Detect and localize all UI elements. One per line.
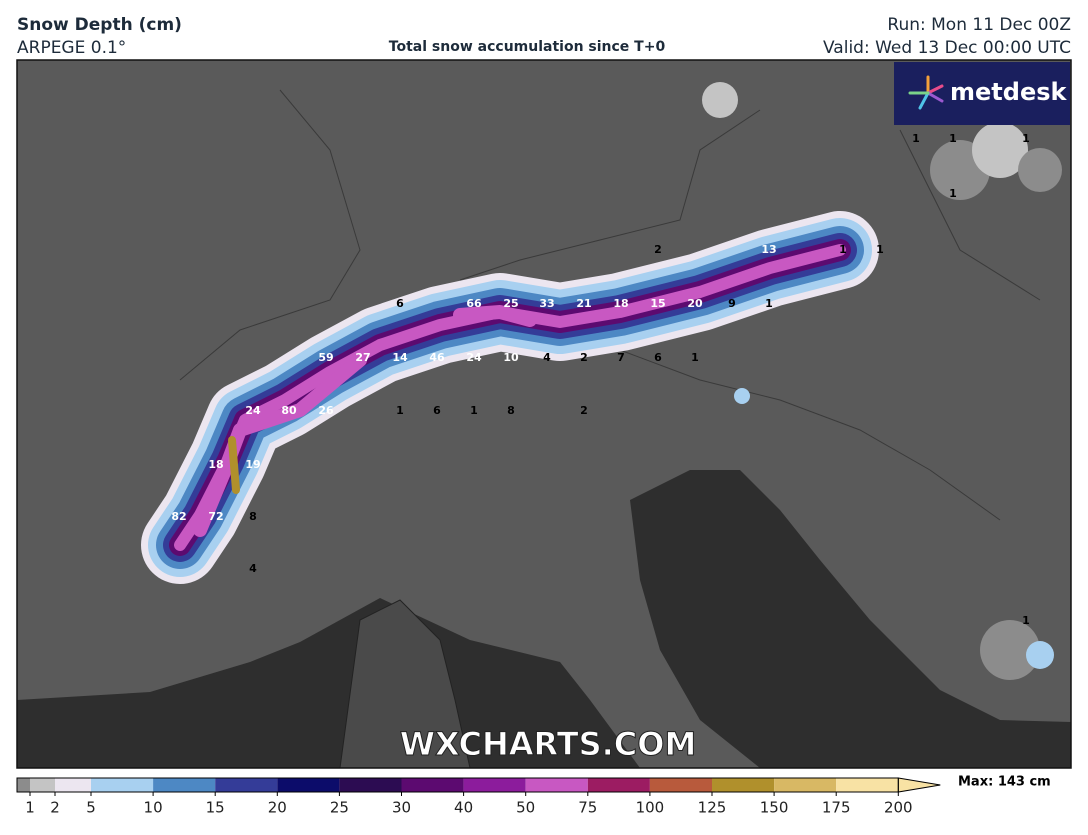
colorbar-under xyxy=(17,778,30,792)
snow-depth-label: 1 xyxy=(470,404,478,417)
model: ARPEGE 0.1° xyxy=(17,38,126,58)
snow-depth-label: 14 xyxy=(392,351,408,364)
snow-depth-label: 1 xyxy=(949,132,957,145)
watermark: WXCHARTS.COM xyxy=(400,725,697,763)
snow-depth-label: 1 xyxy=(839,243,847,256)
snow-depth-label: 18 xyxy=(613,297,628,310)
colorbar-tick-label: 1 xyxy=(25,799,35,817)
colorbar-tick-label: 10 xyxy=(144,799,163,817)
snow-depth-label: 46 xyxy=(429,351,445,364)
snow-depth-label: 8 xyxy=(507,404,515,417)
snow-depth-label: 6 xyxy=(396,297,404,310)
colorbar-segment xyxy=(463,778,526,792)
snow-depth-label: 18 xyxy=(208,458,223,471)
map-frame xyxy=(16,59,1072,769)
snow-depth-label: 66 xyxy=(466,297,482,310)
colorbar-tick-label: 200 xyxy=(884,799,913,817)
colorbar-tick-label: 5 xyxy=(86,799,96,817)
snow-depth-label: 1 xyxy=(1022,132,1030,145)
snow-depth-label: 26 xyxy=(318,404,334,417)
snow-depth-label: 10 xyxy=(503,351,519,364)
colorbar-tick-label: 175 xyxy=(822,799,851,817)
colorbar-arrow xyxy=(897,777,941,793)
max-label: Max: 143 cm xyxy=(958,775,1051,790)
colorbar-segment xyxy=(649,778,712,792)
colorbar-tick-label: 2 xyxy=(50,799,60,817)
snow-depth-label: 1 xyxy=(765,297,773,310)
snow-depth-label: 1 xyxy=(1022,614,1030,627)
snow-depth-label: 25 xyxy=(503,297,518,310)
colorbar-tick-label: 25 xyxy=(330,799,349,817)
snow-depth-label: 4 xyxy=(249,562,257,575)
colorbar-tick-label: 50 xyxy=(516,799,535,817)
snow-depth-label: 8 xyxy=(249,510,257,523)
colorbar-segment xyxy=(836,778,899,792)
colorbar-segment xyxy=(525,778,588,792)
snow-depth-label: 80 xyxy=(281,404,297,417)
colorbar-segment xyxy=(401,778,464,792)
logo-icon xyxy=(908,75,944,110)
colorbar-segment xyxy=(153,778,216,792)
run: Run: Mon 11 Dec 00Z xyxy=(887,15,1071,35)
snow-depth-label: 9 xyxy=(728,297,736,310)
snow-depth-label: 24 xyxy=(466,351,482,364)
snow-depth-label: 6 xyxy=(433,404,441,417)
colorbar-tick-label: 15 xyxy=(206,799,225,817)
snow-depth-label: 27 xyxy=(355,351,370,364)
snow-depth-label: 1 xyxy=(912,132,920,145)
snow-depth-label: 13 xyxy=(761,243,776,256)
snow-depth-label: 2 xyxy=(580,351,588,364)
colorbar-frame xyxy=(16,777,899,793)
snow-depth-label: 20 xyxy=(687,297,703,310)
colorbar-tick-label: 20 xyxy=(268,799,287,817)
colorbar-segment xyxy=(587,778,650,792)
snow-depth-label: 59 xyxy=(318,351,333,364)
sea xyxy=(17,598,640,768)
snow-depth-label: 2 xyxy=(580,404,588,417)
title: Snow Depth (cm) xyxy=(17,15,182,35)
logo: metdesk xyxy=(950,78,1068,106)
colorbar: 1 2 5 10 15 20 25 30 40 50 75 100 125 150 175 200 xyxy=(16,777,941,817)
colorbar-tick-label: 100 xyxy=(636,799,665,817)
colorbar-segment xyxy=(277,778,340,792)
snow-depth-label: 1 xyxy=(949,187,957,200)
colorbar-segment xyxy=(339,778,402,792)
colorbar-segment xyxy=(712,778,775,792)
snow-depth-label: 24 xyxy=(245,404,261,417)
colorbar-segment xyxy=(215,778,278,792)
snow-depth-label: 1 xyxy=(876,243,884,256)
colorbar-segment xyxy=(55,778,91,792)
colorbar-tick-label: 30 xyxy=(392,799,411,817)
snow-depth-label: 6 xyxy=(654,351,662,364)
valid: Valid: Wed 13 Dec 00:00 UTC xyxy=(823,38,1071,58)
snow-depth-label: 1 xyxy=(691,351,699,364)
snow-depth-label: 1 xyxy=(396,404,404,417)
snow-depth-label: 33 xyxy=(539,297,554,310)
snow-depth-label: 82 xyxy=(171,510,186,523)
snow-peak xyxy=(228,436,240,494)
snow-depth-label: 19 xyxy=(245,458,260,471)
colorbar-segment xyxy=(30,778,55,792)
snow-east xyxy=(702,82,1062,680)
sea xyxy=(630,470,1071,768)
colorbar-tick-label: 125 xyxy=(698,799,727,817)
snow-depth-label: 2 xyxy=(654,243,662,256)
snow-field xyxy=(141,211,879,584)
colorbar-segment xyxy=(91,778,154,792)
snow-depth-label: 21 xyxy=(576,297,591,310)
snow-core xyxy=(193,305,537,537)
snow-depth-label: 15 xyxy=(650,297,665,310)
subtitle: Total snow accumulation since T+0 xyxy=(389,39,666,55)
colorbar-tick-label: 75 xyxy=(578,799,597,817)
colorbar-tick-label: 150 xyxy=(760,799,789,817)
snow-depth-label: 72 xyxy=(208,510,223,523)
map: 2 13 1 11 1 116 66 25 33 21 18 15 20 9 159 27 14 46 24 10 4 2… xyxy=(16,59,1072,769)
snow-depth-label: 7 xyxy=(617,351,625,364)
borders xyxy=(179,89,1041,521)
snow-depth-label: 4 xyxy=(543,351,551,364)
colorbar-segment xyxy=(774,778,837,792)
colorbar-tick-label: 40 xyxy=(454,799,473,817)
